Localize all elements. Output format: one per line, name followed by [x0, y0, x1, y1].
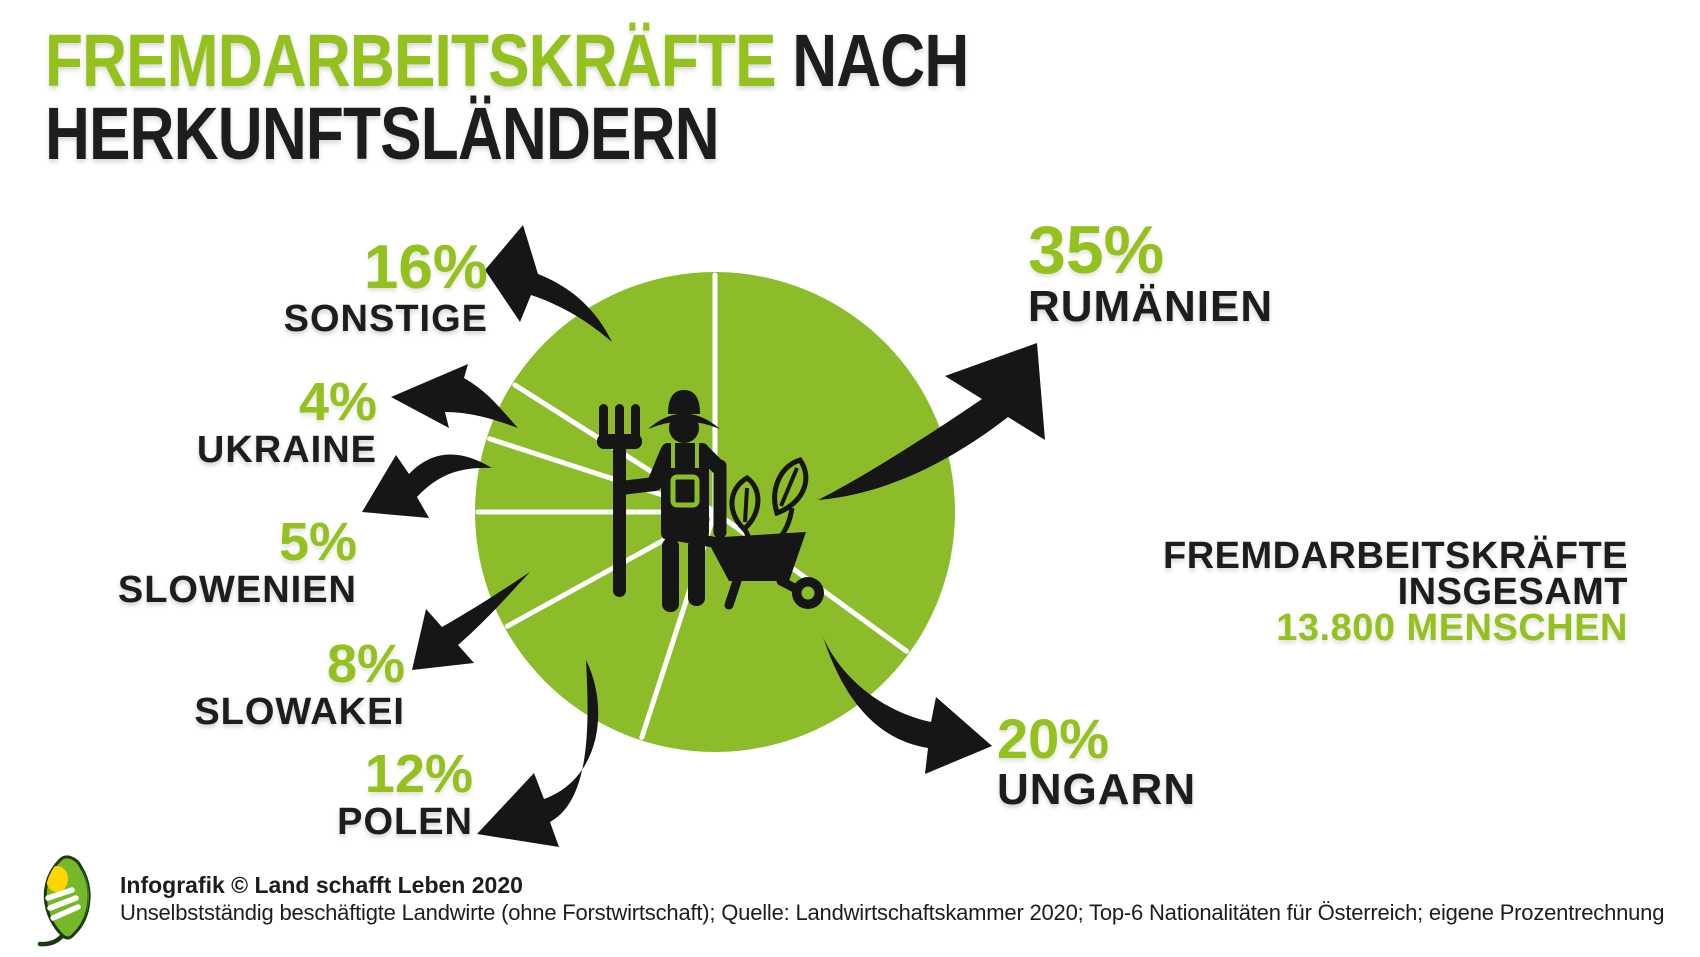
page-title: FREMDARBEITSKRÄFTE NACH HERKUNFTSLÄNDERN [45, 24, 969, 175]
callout-sonstige: 16% SONSTIGE [283, 233, 488, 340]
footer-source: Unselbstständig beschäftigte Landwirte (… [120, 900, 1665, 925]
callout-ukraine: 4% UKRAINE [196, 372, 377, 471]
pct-label: 16% [363, 233, 488, 302]
farmer-icon [597, 390, 824, 612]
pct-label: 5% [278, 512, 357, 572]
callout-arrows [362, 225, 1045, 847]
pct-label: 12% [364, 744, 473, 804]
total-value: 13.800 MENSCHEN [1276, 607, 1628, 649]
callout-slowakei: 8% SLOWAKEI [194, 634, 405, 733]
callout-rumaenien: 35% RUMÄNIEN [1028, 212, 1274, 332]
pct-label: 4% [298, 372, 377, 432]
title-rest: NACH [792, 19, 969, 102]
arrow-slowenien-icon [362, 454, 492, 518]
total-line-1: FREMDARBEITSKRÄFTE [1163, 535, 1628, 577]
pct-label: 35% [1028, 212, 1165, 288]
arrow-slowakei-icon [412, 572, 530, 670]
country-label: UKRAINE [196, 428, 377, 471]
callout-slowenien: 5% SLOWENIEN [117, 512, 357, 611]
title-highlight: FREMDARBEITSKRÄFTE [45, 19, 777, 102]
arrow-rumaenien-icon [818, 343, 1045, 500]
footer: Infografik © Land schafft Leben 2020 Uns… [120, 872, 1664, 926]
arrow-sonstige-icon [485, 225, 612, 342]
callout-ungarn: 20% UNGARN [997, 707, 1197, 815]
title-line-1: FREMDARBEITSKRÄFTE NACH [45, 24, 969, 98]
farmer-head [669, 413, 699, 443]
arrow-ungarn-icon [823, 637, 992, 774]
country-label: RUMÄNIEN [1028, 282, 1274, 332]
total-line-2: INSGESAMT [1397, 571, 1628, 613]
arrow-ukraine-icon [391, 364, 518, 428]
pct-label: 8% [326, 634, 405, 694]
callout-polen: 12% POLEN [337, 744, 473, 843]
title-line-2: HERKUNFTSLÄNDERN [45, 92, 720, 175]
total-block: FREMDARBEITSKRÄFTE INSGESAMT 13.800 MENS… [1163, 535, 1628, 649]
country-label: UNGARN [997, 765, 1197, 815]
pct-label: 20% [997, 707, 1110, 770]
country-label: SLOWAKEI [194, 690, 405, 733]
hat-icon [668, 390, 700, 414]
land-schafft-leben-logo [37, 855, 91, 947]
country-label: SONSTIGE [283, 297, 488, 340]
footer-credit: Infografik © Land schafft Leben 2020 [120, 872, 523, 898]
country-label: SLOWENIEN [117, 568, 357, 611]
country-label: POLEN [337, 800, 473, 843]
arrow-polen-icon [477, 660, 599, 847]
